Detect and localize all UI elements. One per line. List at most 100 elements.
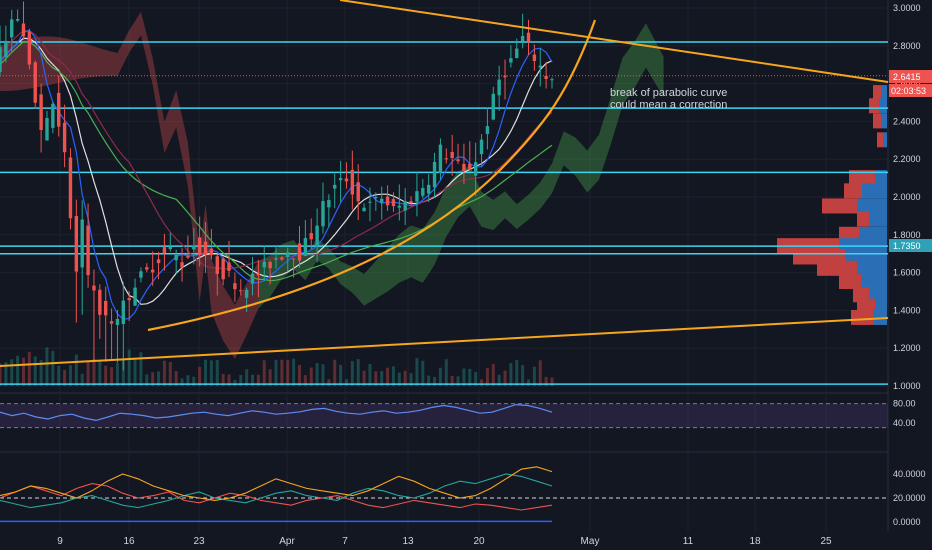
profile-bar-buy (869, 211, 887, 227)
volume-bar (127, 349, 131, 386)
candle-body (291, 258, 296, 260)
candle-body (315, 225, 319, 246)
candle-body (174, 254, 178, 261)
volume-bar (344, 379, 348, 386)
profile-bar-sell (853, 287, 869, 303)
rsi-line (0, 403, 553, 422)
volume-bar (204, 359, 208, 386)
volume-bar (10, 359, 14, 386)
volume-bar (280, 359, 284, 386)
price-tick-label: 2.0000 (893, 192, 921, 202)
candle-body (356, 182, 360, 202)
volume-bar (532, 366, 536, 386)
volume-bar (386, 367, 390, 386)
ma-green (0, 41, 553, 282)
profile-bar-sell (857, 211, 869, 227)
profile-bar-buy (861, 274, 887, 290)
rsi-band (0, 403, 888, 428)
dmi-tick-label: 0.0000 (893, 517, 921, 527)
volume-bar (409, 373, 413, 386)
candle-body (397, 205, 402, 208)
profile-bar-sell (844, 183, 862, 199)
candle-body (203, 241, 208, 255)
horizontal-levels[interactable] (0, 41, 888, 385)
volume-bar (151, 372, 155, 386)
profile-bar-sell (839, 274, 861, 290)
candle-body (415, 191, 419, 202)
candle-body (250, 273, 255, 284)
volume-bar (145, 374, 149, 386)
volume-bar (98, 360, 102, 386)
profile-bar-buy (875, 298, 887, 314)
profile-bar-buy (875, 170, 887, 186)
candle-body (62, 122, 67, 153)
candle-body (338, 178, 343, 181)
volume-bar (27, 351, 31, 386)
profile-bar-sell (869, 98, 879, 114)
volume-bar (391, 366, 395, 386)
price-axis[interactable]: 3.0000 2.8000 2.6000 2.4000 2.2000 2.0000 1.80… (893, 3, 921, 391)
volume-bar (245, 369, 249, 386)
candle-body (57, 92, 61, 127)
volume-bar (397, 372, 401, 386)
dmi-tick-label: 40.0000 (893, 469, 926, 479)
volume-bar (221, 373, 225, 386)
candle-body (544, 75, 548, 79)
time-tick-label: May (581, 536, 600, 547)
candle-body (98, 289, 102, 315)
volume-bar (303, 375, 307, 386)
profile-bar-sell (849, 170, 875, 186)
volume-bar (403, 370, 407, 386)
candle-body (374, 196, 378, 199)
volume-bar (433, 377, 437, 386)
volume-bar (21, 357, 25, 386)
cloud-bearish (0, 11, 259, 359)
volume-bar (503, 370, 507, 386)
volume-bar (485, 368, 489, 386)
volume-bar (544, 377, 548, 386)
profile-bar-buy (879, 98, 887, 114)
cloud-bullish (258, 23, 664, 309)
volume-bar (104, 365, 108, 386)
poc-label: 1.7350 (893, 241, 921, 251)
volume-bar (515, 359, 519, 386)
volume-bar (427, 375, 431, 386)
trendlines[interactable] (0, 0, 889, 367)
volume-bar (251, 374, 255, 386)
annotation-line-1: break of parabolic curve (610, 87, 727, 99)
price-tick-label: 2.4000 (893, 116, 921, 126)
price-tick-label: 2.6000 (893, 79, 921, 89)
time-axis[interactable]: 9 16 23 Apr 7 13 20 May 11 18 25 (57, 536, 832, 547)
volume-bar (374, 371, 378, 386)
volume-bar (444, 359, 448, 386)
candle-body (344, 178, 349, 182)
annotation-line-2: could mean a correction (610, 99, 727, 111)
price-tick-label: 1.4000 (893, 305, 921, 315)
ma-blue (0, 29, 553, 321)
volume-bar (274, 359, 278, 386)
volume-bar (309, 367, 313, 386)
candle-body (520, 35, 525, 42)
candle-body (403, 201, 407, 211)
candle-body (350, 169, 355, 195)
poc-badge (889, 239, 932, 252)
volume-bar (168, 361, 172, 386)
candle-body (309, 233, 313, 240)
volume-bar (180, 378, 184, 386)
ascending-trendline (0, 317, 889, 367)
candle-body (51, 103, 55, 128)
volume-bar (268, 369, 272, 386)
price-tick-label: 1.8000 (893, 230, 921, 240)
volume-bar (186, 375, 190, 386)
candle-body (462, 163, 466, 171)
candle-body (503, 75, 507, 78)
profile-bar-buy (881, 113, 887, 129)
volume-bar (16, 355, 20, 386)
time-tick-label: 25 (820, 536, 832, 547)
time-tick-label: 20 (473, 536, 485, 547)
time-tick-label: 9 (57, 536, 63, 547)
candle-body (215, 256, 219, 275)
time-tick-label: 23 (193, 536, 205, 547)
